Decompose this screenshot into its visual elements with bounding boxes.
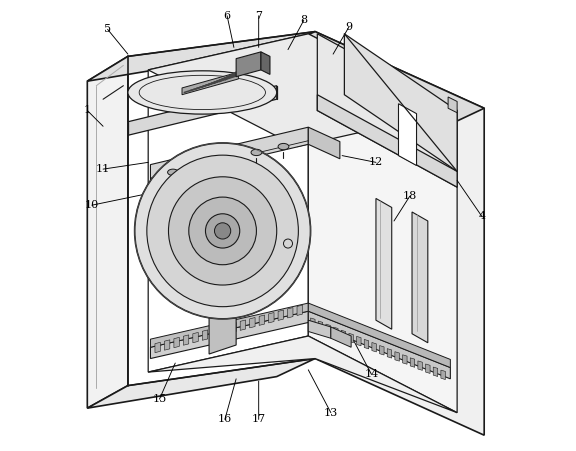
- Polygon shape: [308, 320, 331, 338]
- Polygon shape: [315, 32, 484, 435]
- Ellipse shape: [189, 197, 256, 265]
- Polygon shape: [380, 345, 384, 355]
- Text: 13: 13: [324, 408, 338, 418]
- Ellipse shape: [251, 149, 262, 156]
- Polygon shape: [221, 325, 227, 336]
- Polygon shape: [174, 337, 179, 348]
- Polygon shape: [240, 320, 245, 330]
- Polygon shape: [310, 318, 315, 327]
- Polygon shape: [236, 52, 261, 77]
- Polygon shape: [212, 327, 217, 338]
- Polygon shape: [341, 330, 346, 340]
- Text: 8: 8: [300, 15, 308, 25]
- Text: 5: 5: [104, 24, 111, 34]
- Polygon shape: [331, 327, 351, 347]
- Polygon shape: [88, 56, 128, 408]
- Polygon shape: [326, 324, 331, 334]
- Polygon shape: [317, 34, 457, 187]
- Polygon shape: [372, 342, 376, 352]
- Polygon shape: [128, 86, 276, 135]
- Text: 15: 15: [152, 394, 166, 404]
- Polygon shape: [276, 32, 484, 126]
- Ellipse shape: [214, 223, 231, 239]
- Text: 7: 7: [255, 11, 262, 21]
- Polygon shape: [155, 342, 160, 353]
- Polygon shape: [150, 303, 308, 347]
- Text: 10: 10: [85, 200, 99, 210]
- Polygon shape: [433, 367, 438, 377]
- Text: 14: 14: [364, 369, 378, 379]
- Polygon shape: [410, 358, 415, 367]
- Ellipse shape: [169, 177, 276, 285]
- Polygon shape: [209, 268, 236, 354]
- Ellipse shape: [128, 71, 276, 114]
- Polygon shape: [249, 318, 255, 328]
- Ellipse shape: [206, 214, 240, 248]
- Polygon shape: [403, 355, 407, 364]
- Polygon shape: [399, 104, 416, 166]
- Polygon shape: [376, 198, 392, 329]
- Ellipse shape: [192, 163, 203, 169]
- Text: 6: 6: [223, 11, 230, 21]
- Polygon shape: [418, 361, 422, 370]
- Text: 17: 17: [252, 414, 266, 424]
- Polygon shape: [426, 364, 430, 373]
- Ellipse shape: [135, 143, 310, 319]
- Polygon shape: [357, 336, 361, 346]
- Polygon shape: [148, 336, 457, 413]
- Polygon shape: [202, 262, 243, 280]
- Polygon shape: [308, 34, 457, 413]
- Polygon shape: [344, 34, 457, 171]
- Polygon shape: [150, 311, 308, 359]
- Polygon shape: [441, 370, 445, 380]
- Polygon shape: [88, 359, 315, 408]
- Polygon shape: [308, 127, 340, 159]
- Polygon shape: [202, 330, 208, 340]
- Ellipse shape: [278, 143, 289, 150]
- Polygon shape: [387, 349, 392, 358]
- Polygon shape: [349, 333, 354, 343]
- Polygon shape: [164, 340, 170, 350]
- Text: 9: 9: [346, 22, 353, 32]
- Polygon shape: [183, 335, 189, 345]
- Text: 18: 18: [403, 191, 417, 201]
- Polygon shape: [150, 127, 308, 181]
- Ellipse shape: [222, 156, 233, 162]
- Polygon shape: [182, 72, 238, 95]
- Polygon shape: [308, 311, 450, 379]
- Polygon shape: [278, 310, 283, 320]
- Polygon shape: [88, 32, 315, 81]
- Polygon shape: [297, 305, 302, 316]
- Polygon shape: [412, 212, 428, 343]
- Polygon shape: [334, 327, 338, 336]
- Polygon shape: [318, 321, 323, 331]
- Polygon shape: [148, 34, 457, 147]
- Polygon shape: [317, 95, 457, 187]
- Polygon shape: [448, 97, 457, 113]
- Text: 16: 16: [218, 414, 232, 424]
- Text: 11: 11: [96, 164, 110, 174]
- Text: 4: 4: [478, 212, 486, 221]
- Polygon shape: [231, 322, 236, 333]
- Polygon shape: [261, 52, 270, 74]
- Text: 12: 12: [369, 157, 383, 167]
- Polygon shape: [287, 308, 293, 318]
- Polygon shape: [364, 340, 369, 349]
- Polygon shape: [193, 332, 198, 343]
- Polygon shape: [268, 313, 274, 323]
- Polygon shape: [148, 34, 308, 372]
- Ellipse shape: [147, 155, 298, 307]
- Polygon shape: [308, 303, 450, 368]
- Text: 1: 1: [84, 106, 91, 115]
- Polygon shape: [395, 352, 399, 361]
- Ellipse shape: [168, 169, 179, 175]
- Polygon shape: [259, 315, 264, 326]
